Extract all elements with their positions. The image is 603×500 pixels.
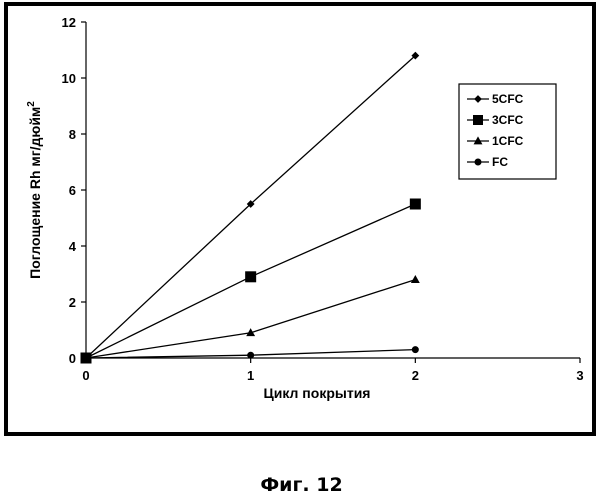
series-line <box>86 280 415 358</box>
series-3CFC <box>81 199 420 363</box>
y-tick-label: 6 <box>69 183 76 198</box>
legend-label: 5CFC <box>492 92 524 106</box>
legend-marker <box>475 159 481 165</box>
data-point-3CFC <box>246 272 256 282</box>
y-tick-label: 4 <box>69 239 77 254</box>
legend-label: 1CFC <box>492 134 524 148</box>
x-ticks: 0 1 2 3 <box>82 358 583 383</box>
data-point-FC <box>412 347 418 353</box>
data-point-FC <box>83 355 89 361</box>
x-axis-title: Цикл покрытия <box>264 385 371 401</box>
y-axis-title-superscript: 2 <box>26 101 37 107</box>
y-axis-title: Поглощение Rh мг/дюйм2 <box>26 101 43 279</box>
x-tick-label: 1 <box>247 368 254 383</box>
chart-frame <box>6 4 594 434</box>
y-tick-label: 10 <box>62 71 76 86</box>
series-layer <box>81 52 420 363</box>
data-point-3CFC <box>410 199 420 209</box>
data-point-FC <box>248 352 254 358</box>
x-tick-label: 0 <box>82 368 89 383</box>
legend-label: FC <box>492 155 508 169</box>
x-tick-label: 2 <box>412 368 419 383</box>
legend-label: 3CFC <box>492 113 524 127</box>
legend: 5CFC 3CFC 1CFC FC <box>459 84 556 179</box>
x-tick-label: 3 <box>576 368 583 383</box>
figure-caption: Фиг. 12 <box>0 474 603 496</box>
axes <box>86 22 580 358</box>
legend-item-3CFC: 3CFC <box>467 113 524 127</box>
series-1CFC <box>82 276 419 361</box>
y-tick-label: 12 <box>62 15 76 30</box>
y-axis-title-main: Поглощение Rh мг/дюйм <box>27 107 43 279</box>
legend-marker <box>474 116 483 125</box>
series-5CFC <box>83 52 419 361</box>
y-ticks: 0 2 4 6 8 10 12 <box>62 15 86 366</box>
data-point-1CFC <box>412 276 419 282</box>
y-tick-label: 0 <box>69 351 76 366</box>
y-tick-label: 2 <box>69 295 76 310</box>
y-tick-label: 8 <box>69 127 76 142</box>
